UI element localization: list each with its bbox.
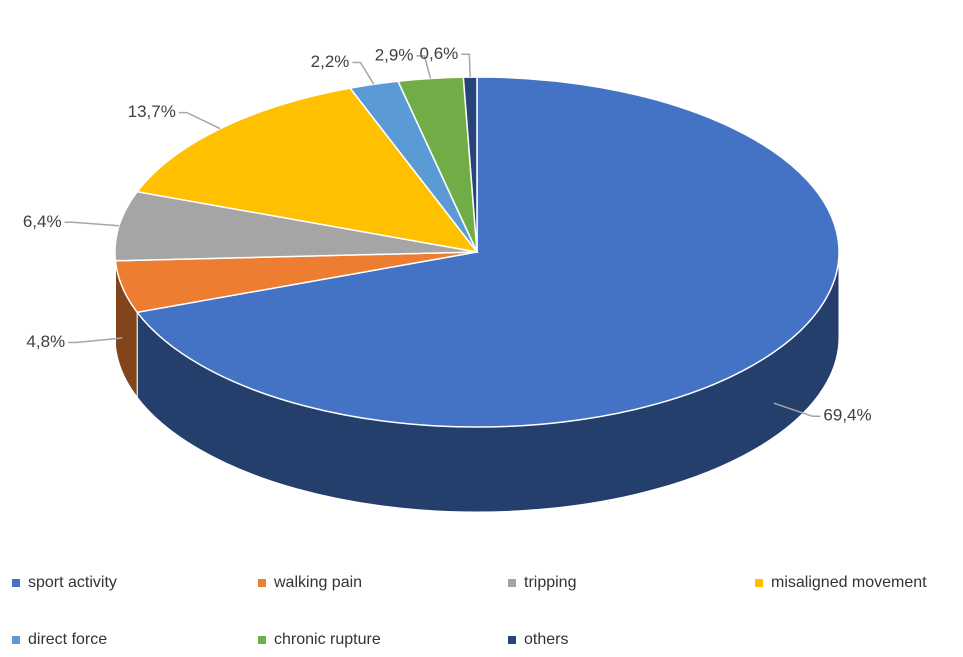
- legend-swatch: [508, 636, 516, 644]
- data-label: 6,4%: [23, 212, 62, 231]
- legend-swatch: [508, 579, 516, 587]
- legend-swatch: [258, 579, 266, 587]
- legend-swatch: [12, 579, 20, 587]
- leader-line: [461, 54, 470, 77]
- legend-swatch: [12, 636, 20, 644]
- legend-label: direct force: [28, 631, 107, 648]
- data-label: 69,4%: [823, 406, 871, 425]
- data-label: 2,2%: [311, 52, 350, 71]
- data-label: 4,8%: [26, 332, 65, 351]
- leader-line: [68, 338, 122, 343]
- legend-label: tripping: [524, 574, 576, 591]
- legend-label: misaligned movement: [771, 574, 927, 591]
- legend-label: others: [524, 631, 568, 648]
- legend-label: chronic rupture: [274, 631, 381, 648]
- leader-line: [65, 222, 120, 225]
- legend-swatch: [755, 579, 763, 587]
- data-label: 13,7%: [128, 102, 176, 121]
- legend-label: sport activity: [28, 574, 117, 591]
- data-label: 0,6%: [420, 44, 459, 63]
- legend-label: walking pain: [273, 574, 362, 591]
- data-label: 2,9%: [375, 45, 414, 64]
- leader-line: [352, 62, 373, 84]
- legend-swatch: [258, 636, 266, 644]
- leader-line: [179, 113, 220, 129]
